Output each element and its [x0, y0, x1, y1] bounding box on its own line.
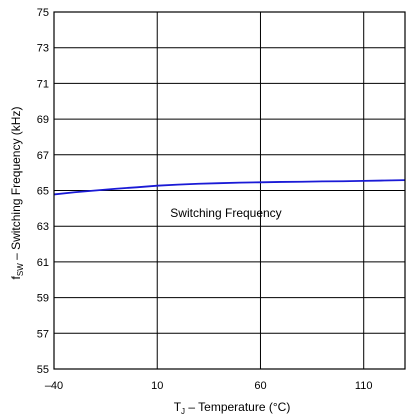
y-tick-label: 73 — [37, 43, 49, 55]
y-axis-title: fSW – Switching Frequency (kHz) — [9, 107, 25, 280]
x-tick-label: –40 — [45, 380, 63, 392]
y-tick-label: 69 — [37, 114, 49, 126]
y-tick-label: 55 — [37, 364, 49, 376]
series-annotation-label: Switching Frequency — [170, 206, 281, 220]
frame-layer — [53, 11, 406, 370]
plot-frame — [53, 11, 406, 370]
x-axis-title-subscript: J — [181, 407, 185, 415]
y-tick-label: 57 — [37, 328, 49, 340]
y-axis-title-main: f — [9, 275, 23, 279]
y-tick-label: 71 — [37, 78, 49, 90]
y-tick-label: 63 — [37, 221, 49, 233]
grid-layer — [54, 12, 405, 369]
x-axis-title-rest: – Temperature (°C) — [185, 400, 290, 414]
y-tick-label: 67 — [37, 150, 49, 162]
x-tick-label: 10 — [151, 380, 163, 392]
y-tick-label: 59 — [37, 293, 49, 305]
y-tick-label: 65 — [37, 186, 49, 198]
series-line-switching-frequency — [53, 179, 406, 196]
x-axis-title: TJ – Temperature (°C) — [174, 400, 291, 415]
x-tick-label: 110 — [355, 380, 373, 392]
label-layer: Switching Frequency TJ – Temperature (°C… — [9, 7, 373, 416]
y-tick-label: 75 — [37, 7, 49, 19]
x-axis-title-main: T — [174, 400, 182, 414]
x-tick-label: 60 — [254, 380, 266, 392]
y-axis-title-subscript: SW — [16, 263, 25, 276]
y-axis-title-rest: – Switching Frequency (kHz) — [9, 107, 23, 264]
y-tick-label: 61 — [37, 257, 49, 269]
series-layer — [53, 179, 406, 196]
